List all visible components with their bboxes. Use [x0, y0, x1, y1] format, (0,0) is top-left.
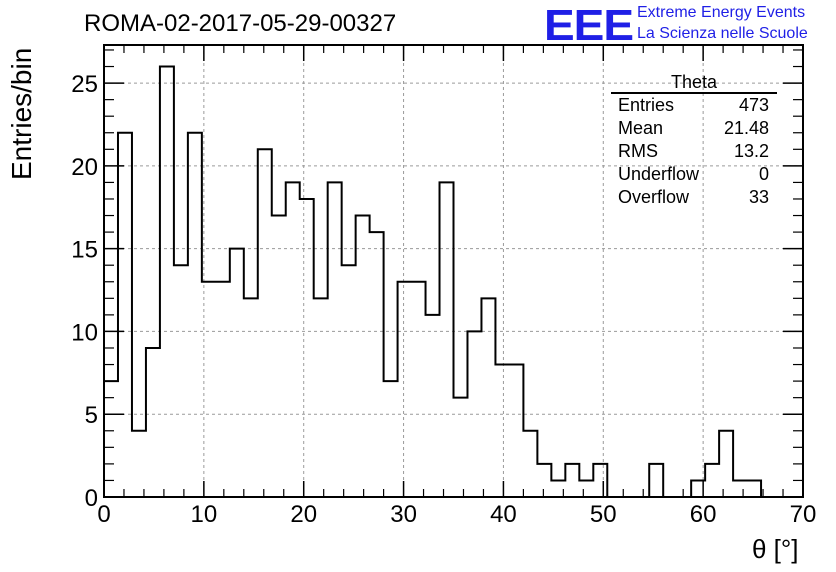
- histogram-bin: [118, 133, 132, 497]
- stats-row-mean: Mean 21.48: [611, 117, 777, 140]
- brand-line-1: Extreme Energy Events: [637, 4, 806, 21]
- histogram-bin: [467, 331, 481, 497]
- histogram-bin: [495, 365, 509, 497]
- histogram-bin: [440, 182, 454, 497]
- stats-label: Overflow: [618, 187, 690, 207]
- histogram-bin: [132, 431, 146, 497]
- histogram-bin: [160, 67, 174, 497]
- x-tick-label: 70: [790, 501, 817, 528]
- x-tick-label: 50: [590, 501, 617, 528]
- histogram-bin: [733, 480, 747, 497]
- histogram-bin: [384, 381, 398, 497]
- histogram-bin: [216, 282, 230, 497]
- stats-value: 33: [748, 187, 769, 207]
- run-title: ROMA-02-2017-05-29-00327: [84, 10, 397, 37]
- histogram-bin: [230, 249, 244, 497]
- histogram-bin: [565, 464, 579, 497]
- histogram-bin: [593, 464, 607, 497]
- eee-logo: EEE: [544, 0, 634, 50]
- y-axis-label: Entries/bin: [6, 47, 37, 180]
- stats-value: 13.2: [733, 141, 769, 161]
- histogram-bin: [426, 315, 440, 497]
- histogram-bin: [356, 216, 370, 497]
- x-tick-label: 60: [690, 501, 717, 528]
- histogram-bin: [537, 464, 551, 497]
- stats-row-rms: RMS 13.2: [611, 140, 777, 163]
- x-tick-label: 40: [490, 501, 517, 528]
- x-tick-label: 0: [97, 501, 110, 528]
- stats-row-entries: Entries 473: [611, 94, 777, 117]
- histogram-bin: [398, 282, 412, 497]
- histogram-bin: [370, 232, 384, 497]
- histogram-bin: [328, 182, 342, 497]
- histogram-bin: [314, 298, 328, 497]
- histogram-outline: [103, 65, 803, 498]
- histogram-bin: [747, 480, 761, 497]
- stats-value: 473: [738, 95, 769, 115]
- histogram-bin: [188, 133, 202, 497]
- histogram-bin: [509, 365, 523, 497]
- histogram-bin: [258, 149, 272, 497]
- x-tick-label: 30: [390, 501, 417, 528]
- stats-label: Entries: [618, 95, 675, 115]
- brand-line-2: La Scienza nelle Scuole: [637, 25, 808, 42]
- x-tick-label: 10: [191, 501, 218, 528]
- histogram-bin: [719, 431, 733, 497]
- y-tick-label: 20: [71, 154, 98, 181]
- x-tick-label: 20: [290, 501, 317, 528]
- plot-frame: [103, 44, 804, 498]
- y-tick-label: 10: [71, 319, 98, 346]
- y-tick-label: 5: [85, 402, 98, 429]
- histogram-bin: [481, 298, 495, 497]
- x-axis-label: θ [°]: [752, 534, 799, 564]
- histogram-bin: [272, 216, 286, 497]
- histogram-bin: [454, 398, 468, 497]
- histogram-bin: [286, 182, 300, 497]
- histogram-bin: [300, 199, 314, 497]
- histogram-bin: [705, 464, 719, 497]
- tick-labels: 0 10 20 30 40 50 60 70 0 5 10 15 20 25: [71, 71, 816, 528]
- y-tick-label: 15: [71, 237, 98, 264]
- histogram-bin: [579, 480, 593, 497]
- stats-row-overflow: Overflow 33: [611, 186, 777, 209]
- histogram-bin: [174, 265, 188, 497]
- histogram-bin: [146, 348, 160, 497]
- histogram-bin: [104, 381, 118, 497]
- histogram-bin: [244, 298, 258, 497]
- stats-label: Underflow: [618, 164, 700, 184]
- stats-row-underflow: Underflow 0: [611, 163, 777, 186]
- stats-label: RMS: [618, 141, 658, 161]
- stats-label: Mean: [618, 118, 664, 138]
- stats-value: 21.48: [723, 118, 769, 138]
- stats-title: Theta: [611, 72, 777, 94]
- stats-value: 0: [758, 164, 769, 184]
- histogram-bin: [412, 282, 426, 497]
- histogram-bin: [523, 431, 537, 497]
- histogram-bin: [342, 265, 356, 497]
- stats-box: Theta Entries 473 Mean 21.48 RMS 13.2 Un…: [611, 72, 777, 209]
- histogram-bin: [649, 464, 663, 497]
- y-tick-label: 0: [85, 485, 98, 512]
- y-tick-label: 25: [71, 71, 98, 98]
